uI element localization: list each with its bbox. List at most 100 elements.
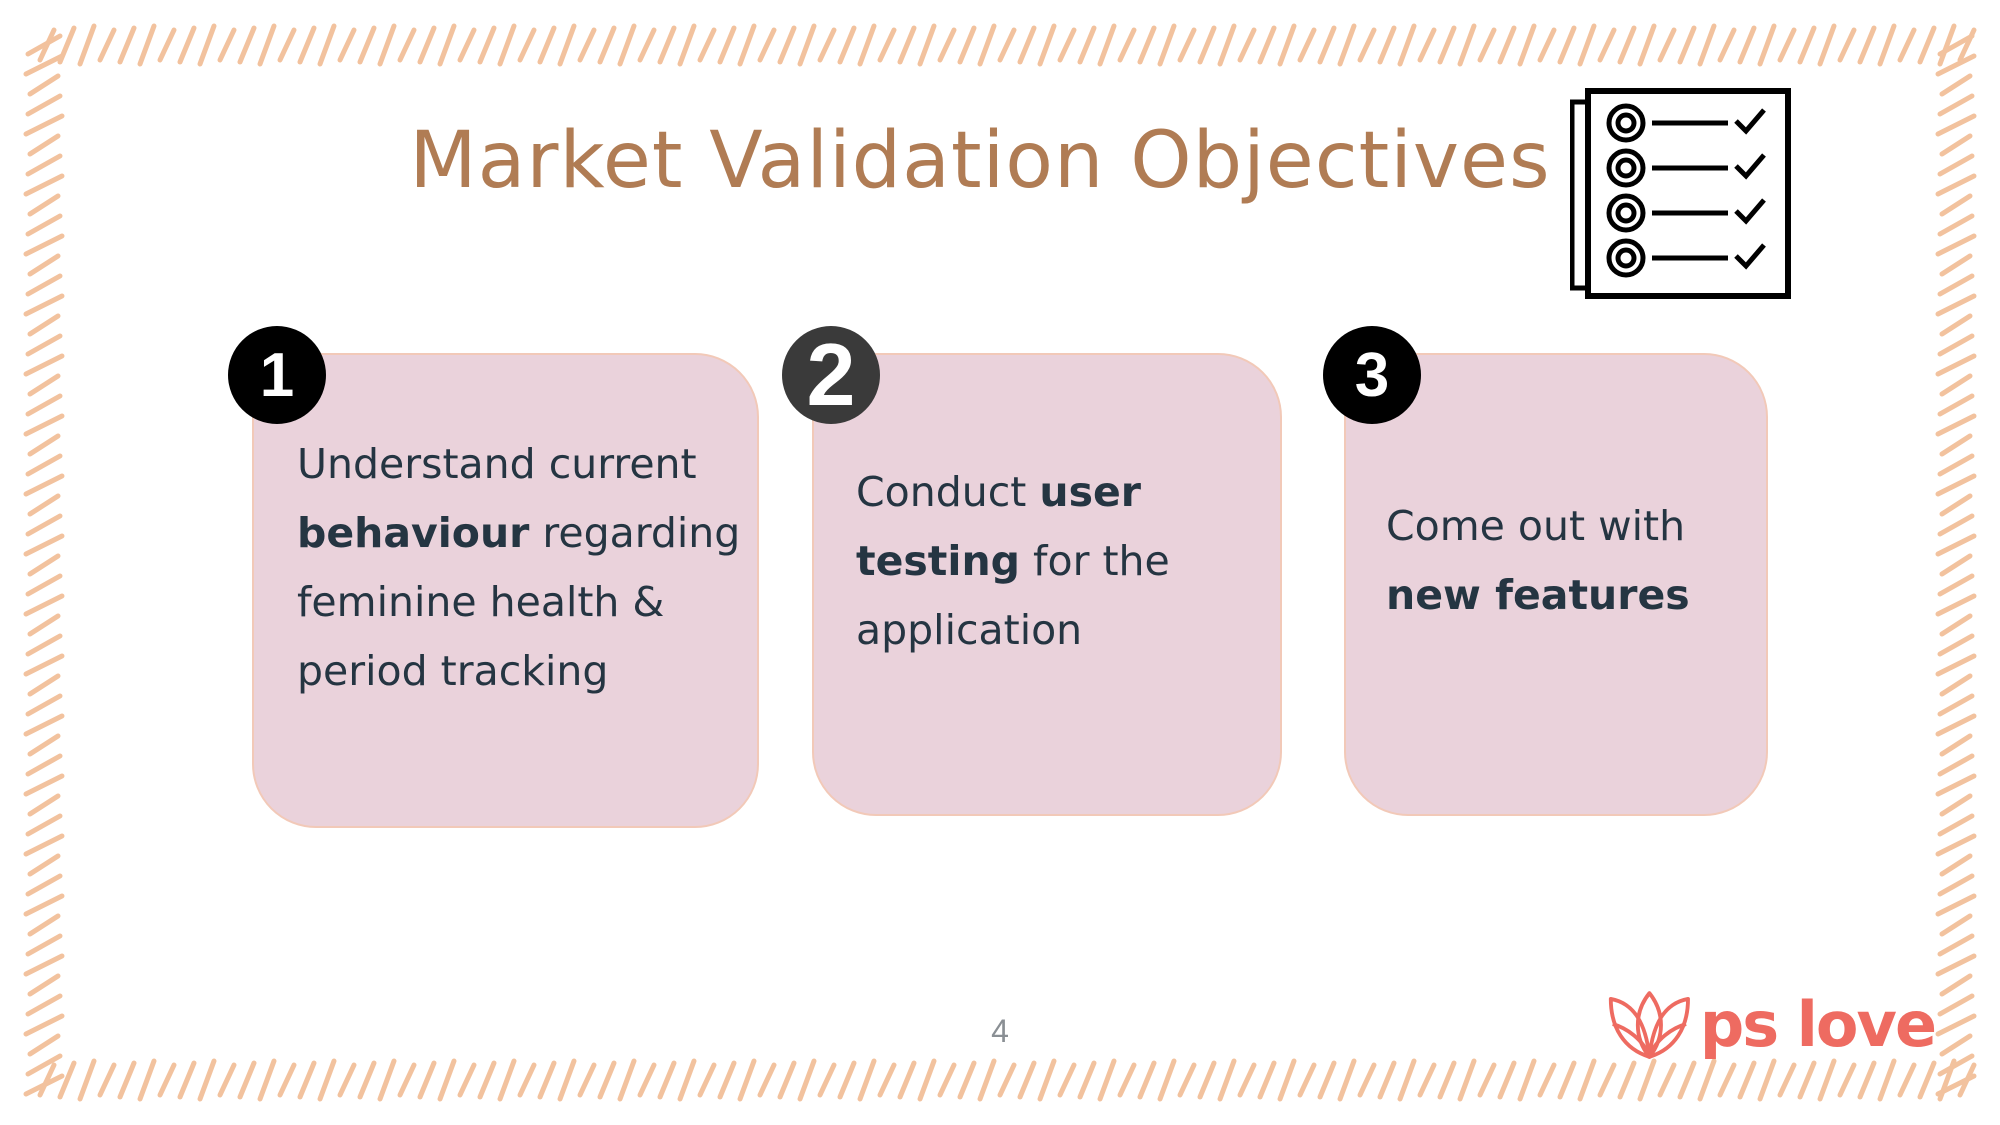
frame-hatch-stroke bbox=[1297, 27, 1317, 63]
frame-hatch-stroke bbox=[117, 1060, 137, 1100]
frame-hatch-stroke bbox=[25, 33, 63, 57]
frame-hatch-stroke bbox=[1557, 1060, 1577, 1100]
frame-hatch-stroke bbox=[1477, 27, 1497, 63]
frame-hatch-stroke bbox=[25, 933, 63, 957]
frame-hatch-stroke bbox=[1937, 153, 1975, 177]
frame-hatch-stroke bbox=[1937, 1053, 1975, 1077]
frame-hatch-stroke bbox=[1257, 25, 1277, 65]
frame-hatch-stroke bbox=[1337, 23, 1357, 67]
frame-hatch-stroke bbox=[977, 23, 997, 67]
objective-1-line-3: feminine health & bbox=[297, 578, 665, 626]
objective-2-line-1: Conduct bbox=[856, 468, 1027, 516]
frame-hatch-stroke bbox=[177, 25, 197, 65]
frame-hatch-stroke bbox=[23, 173, 65, 197]
page-number: 4 bbox=[991, 1013, 1009, 1049]
frame-hatch-stroke bbox=[857, 23, 877, 67]
frame-hatch-stroke bbox=[297, 1060, 317, 1100]
frame-hatch-stroke bbox=[1797, 25, 1817, 65]
number-badge-2: 2 bbox=[782, 325, 880, 424]
number-badge-1: 1 bbox=[228, 326, 326, 424]
frame-hatch-stroke bbox=[397, 27, 417, 63]
frame-hatch-stroke bbox=[25, 693, 63, 717]
frame-hatch-stroke bbox=[27, 193, 61, 217]
frame-hatch-stroke bbox=[417, 1060, 437, 1100]
frame-hatch-stroke bbox=[997, 27, 1017, 63]
frame-hatch-stroke bbox=[417, 25, 437, 65]
frame-hatch-stroke bbox=[1477, 1062, 1497, 1098]
frame-hatch-stroke bbox=[717, 1060, 737, 1100]
frame-hatch-stroke bbox=[597, 1060, 617, 1100]
frame-hatch-stroke bbox=[1277, 23, 1297, 67]
frame-hatch-stroke bbox=[23, 473, 65, 497]
slide-title: Market Validation Objectives bbox=[409, 116, 1551, 206]
frame-hatch-stroke bbox=[317, 1058, 337, 1102]
frame-hatch-stroke bbox=[1935, 233, 1977, 257]
frame-hatch-stroke bbox=[1937, 23, 1957, 67]
frame-hatch-stroke bbox=[25, 993, 63, 1017]
frame-hatch-stroke bbox=[537, 1060, 557, 1100]
frame-hatch-stroke bbox=[1417, 27, 1437, 63]
frame-hatch-stroke bbox=[25, 573, 63, 597]
frame-hatch-stroke bbox=[257, 1058, 277, 1102]
frame-hatch-stroke bbox=[1817, 1058, 1837, 1102]
frame-hatch-stroke bbox=[97, 27, 117, 63]
frame-hatch-stroke bbox=[23, 773, 65, 797]
frame-hatch-stroke bbox=[997, 1062, 1017, 1098]
frame-hatch-stroke bbox=[1617, 25, 1637, 65]
frame-hatch-stroke bbox=[25, 213, 63, 237]
frame-hatch-stroke bbox=[157, 27, 177, 63]
frame-hatch-stroke bbox=[137, 23, 157, 67]
frame-hatch-stroke bbox=[1939, 793, 1973, 817]
frame-hatch-stroke bbox=[23, 293, 65, 317]
frame-hatch-stroke bbox=[1157, 1058, 1177, 1102]
frame-hatch-stroke bbox=[1935, 1073, 1977, 1097]
frame-hatch-stroke bbox=[797, 23, 817, 67]
frame-hatch-stroke bbox=[1417, 1062, 1437, 1098]
objective-3-text: Come out with new features bbox=[1386, 492, 1766, 630]
frame-hatch-stroke bbox=[27, 673, 61, 697]
frame-hatch-stroke bbox=[1939, 1033, 1973, 1057]
objective-2-bold-testing: testing bbox=[856, 537, 1020, 585]
frame-hatch-stroke bbox=[1377, 25, 1397, 65]
frame-hatch-stroke bbox=[1935, 113, 1977, 137]
frame-hatch-stroke bbox=[1037, 23, 1057, 67]
frame-hatch-stroke bbox=[1297, 1062, 1317, 1098]
logo-text: ps love bbox=[1699, 988, 1937, 1061]
frame-hatch-stroke bbox=[77, 1058, 97, 1102]
frame-hatch-stroke bbox=[1877, 1058, 1897, 1102]
frame-hatch-stroke bbox=[917, 1058, 937, 1102]
frame-hatch-stroke bbox=[637, 27, 657, 63]
frame-hatch-stroke bbox=[1935, 173, 1977, 197]
frame-hatch-stroke bbox=[1757, 1058, 1777, 1102]
frame-hatch-stroke bbox=[1935, 53, 1977, 77]
frame-hatch-stroke bbox=[1935, 953, 1977, 977]
frame-hatch-stroke bbox=[677, 23, 697, 67]
frame-hatch-stroke bbox=[577, 1062, 597, 1098]
frame-hatch-stroke bbox=[97, 1062, 117, 1098]
frame-hatch-stroke bbox=[1935, 533, 1977, 557]
frame-hatch-stroke bbox=[1935, 353, 1977, 377]
frame-hatch-stroke bbox=[557, 1058, 577, 1102]
frame-hatch-stroke bbox=[1517, 23, 1537, 67]
frame-hatch-stroke bbox=[1939, 313, 1973, 337]
frame-hatch-stroke bbox=[27, 613, 61, 637]
frame-hatch-stroke bbox=[1877, 23, 1897, 67]
frame-hatch-stroke bbox=[1497, 25, 1517, 65]
frame-hatch-stroke bbox=[1937, 453, 1975, 477]
frame-hatch-stroke bbox=[217, 27, 237, 63]
frame-hatch-stroke bbox=[1357, 27, 1377, 63]
frame-hatch-stroke bbox=[1937, 273, 1975, 297]
frame-hatch-stroke bbox=[1397, 1058, 1417, 1102]
frame-hatch-stroke bbox=[1137, 25, 1157, 65]
frame-hatch-stroke bbox=[1937, 33, 1975, 57]
objective-2-line-2-rest: for the bbox=[1033, 537, 1170, 585]
frame-hatch-stroke bbox=[457, 1062, 477, 1098]
frame-hatch-stroke bbox=[1517, 1058, 1537, 1102]
frame-hatch-stroke bbox=[1939, 433, 1973, 457]
frame-hatch-stroke bbox=[27, 253, 61, 277]
frame-hatch-stroke bbox=[23, 893, 65, 917]
frame-hatch-stroke bbox=[25, 813, 63, 837]
frame-hatch-stroke bbox=[23, 713, 65, 737]
